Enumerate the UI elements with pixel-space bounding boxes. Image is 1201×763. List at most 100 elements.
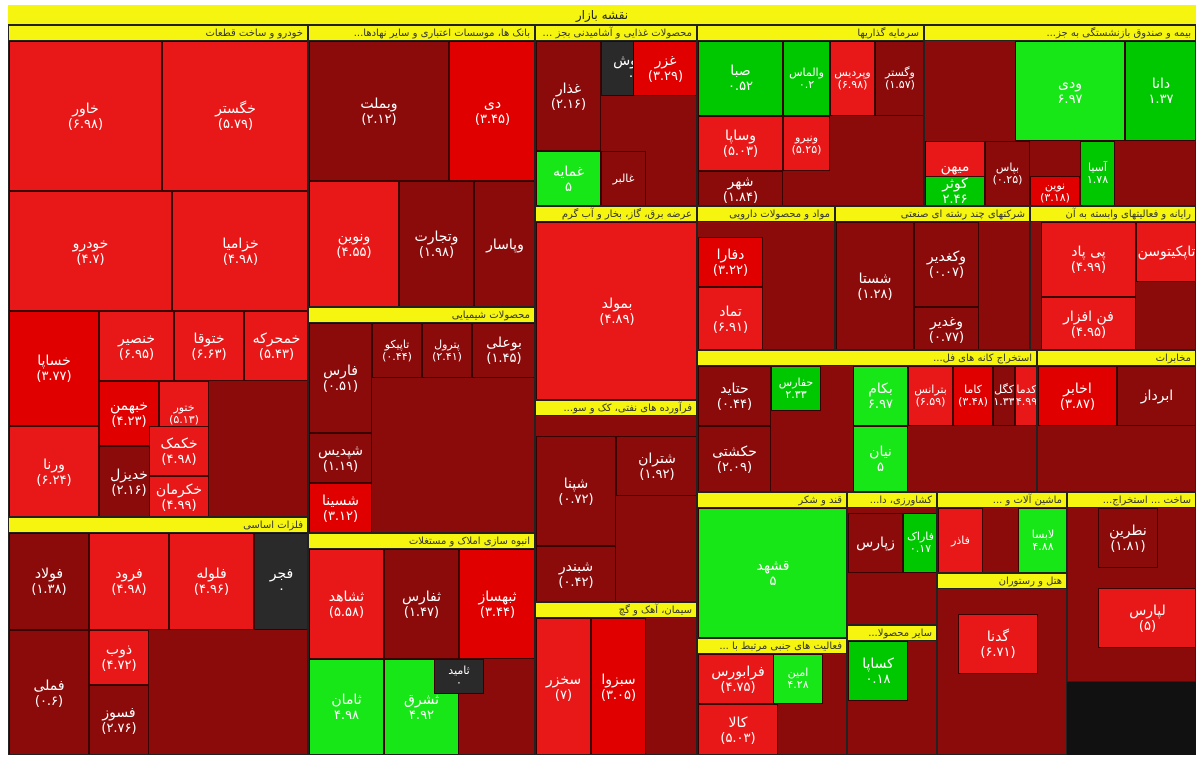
stock-change: (۳.۴۸) [958, 395, 988, 408]
stock-tile[interactable]: تاپیکو (۰.۴۴) [372, 323, 422, 378]
stock-tile[interactable]: وغدیر (۰.۷۷) [914, 307, 979, 349]
stock-tile[interactable]: پترول (۲.۴۱) [422, 323, 472, 378]
stock-tile[interactable]: شستا (۱.۲۸) [836, 222, 914, 349]
stock-tile[interactable]: کوثر ۲.۴۶ [925, 176, 985, 205]
stock-tile[interactable]: دی (۳.۴۵) [449, 41, 534, 181]
stock-tile[interactable]: خمحرکه (۵.۴۳) [244, 311, 307, 381]
stock-tile[interactable]: ثشرق ۴.۹۲ [384, 659, 459, 754]
stock-tile[interactable]: فن افزار (۴.۹۵) [1041, 297, 1136, 349]
stock-tile[interactable]: ورنا (۶.۲۴) [9, 426, 99, 516]
stock-tile[interactable]: فجر ۰ [254, 533, 307, 630]
stock-tile[interactable]: غذار (۲.۱۶) [536, 41, 601, 151]
stock-tile[interactable]: شهر (۱.۸۴) [698, 171, 783, 205]
stock-tile[interactable]: خساپا (۳.۷۷) [9, 311, 99, 426]
stock-tile[interactable]: غزر (۳.۲۹) [633, 41, 696, 96]
stock-tile[interactable]: دفارا (۳.۲۲) [698, 237, 763, 287]
stock-tile[interactable]: آسیا ۱.۷۸ [1080, 141, 1115, 205]
stock-tile[interactable]: غمایه ۵ [536, 151, 601, 205]
stock-tile[interactable]: بکام ۶.۹۷ [853, 366, 908, 426]
stock-symbol: ثامید [448, 663, 470, 677]
stock-tile[interactable]: ودی ۶.۹۷ [1015, 41, 1125, 141]
stock-tile[interactable]: قشهد ۵ [698, 508, 846, 637]
stock-tile[interactable]: اخابر (۳.۸۷) [1038, 366, 1117, 426]
stock-tile[interactable]: نوین (۳.۱۸) [1030, 176, 1080, 205]
stock-tile[interactable]: غالبر [601, 151, 646, 205]
stock-tile[interactable]: فرود (۴.۹۸) [89, 533, 169, 630]
stock-tile[interactable]: ونیرو (۵.۲۵) [783, 116, 830, 171]
stock-tile[interactable]: والماس ۰.۲ [783, 41, 830, 116]
stock-tile[interactable]: خکرمان (۴.۹۹) [149, 476, 209, 516]
stock-tile[interactable]: ونوین (۴.۵۵) [309, 181, 399, 306]
stock-tile[interactable]: وپاسار [474, 181, 534, 306]
stock-tile[interactable]: کساپا ۰.۱۸ [848, 641, 908, 701]
stock-tile[interactable]: نیان ۵ [853, 426, 908, 491]
stock-tile[interactable]: فلوله (۴.۹۶) [169, 533, 254, 630]
stock-tile[interactable]: خکمک (۴.۹۸) [149, 426, 209, 476]
stock-tile[interactable]: خگستر (۵.۷۹) [162, 41, 307, 191]
stock-tile[interactable]: فاذر [938, 508, 983, 572]
stock-symbol: ورنا [43, 456, 65, 473]
stock-tile[interactable]: کگل(۱.۳۳) [993, 366, 1015, 426]
stock-tile[interactable]: خاور (۶.۹۸) [9, 41, 162, 191]
stock-tile[interactable]: خزامیا (۴.۹۸) [172, 191, 307, 311]
stock-tile[interactable]: وساپا (۵.۰۳) [698, 116, 783, 171]
stock-tile[interactable]: کدما(۴.۹۹) [1015, 366, 1037, 426]
stock-tile[interactable]: تاپکیتوسن [1136, 222, 1195, 282]
stock-change: (۲.۷۶) [101, 721, 137, 736]
stock-tile[interactable]: صبا ۰.۵۲ [698, 41, 783, 116]
stock-tile[interactable]: بپاس (۰.۲۵) [985, 141, 1030, 205]
stock-tile[interactable]: وگستر (۱.۵۷) [875, 41, 923, 116]
stock-tile[interactable]: کالا (۵.۰۳) [698, 704, 778, 754]
stock-tile[interactable]: ذوب (۴.۷۲) [89, 630, 149, 685]
stock-tile[interactable]: بمولد (۴.۸۹) [536, 222, 696, 399]
stock-tile[interactable]: لپارس (۵) [1098, 588, 1195, 648]
stock-tile[interactable]: ثامان ۴.۹۸ [309, 659, 384, 754]
stock-symbol: غذار [555, 80, 582, 97]
stock-tile[interactable]: حکشتی (۲.۰۹) [698, 426, 771, 491]
stock-tile[interactable]: ثشاهد (۵.۵۸) [309, 549, 384, 659]
stock-tile[interactable]: فرابورس (۴.۷۵) [698, 654, 778, 704]
stock-tile[interactable]: فارس (۰.۵۱) [309, 323, 372, 433]
stock-tile[interactable]: ثامید ۰ [434, 659, 484, 694]
stock-tile[interactable]: بترانس (۶.۵۹) [908, 366, 953, 426]
stock-tile[interactable]: وتجارت (۱.۹۸) [399, 181, 474, 306]
stock-tile[interactable]: شپدیس (۱.۱۹) [309, 433, 372, 483]
stock-tile[interactable]: لابسا ۴.۸۸ [1018, 508, 1066, 572]
stock-tile[interactable]: بوعلی (۱.۴۵) [472, 323, 534, 378]
sector-label: شرکتهای چند رشته ای صنعتی [836, 207, 1029, 222]
stock-tile[interactable]: زپارس [848, 513, 903, 573]
stock-change: (۰.۴۴) [382, 349, 412, 363]
stock-tile[interactable]: امین ۴.۲۸ [773, 654, 823, 704]
stock-tile[interactable]: فملی (۰.۶) [9, 630, 89, 754]
stock-tile[interactable]: کاما (۳.۴۸) [953, 366, 993, 426]
stock-tile[interactable]: حتاید (۰.۴۴) [698, 366, 771, 426]
stock-change: (۴.۹۹) [1015, 395, 1037, 408]
stock-tile[interactable]: ابرداز [1117, 366, 1195, 426]
stock-tile[interactable]: تماد (۶.۹۱) [698, 287, 763, 349]
stock-tile[interactable]: خودرو (۴.۷) [9, 191, 172, 311]
stock-tile[interactable]: وکغدیر (۰.۰۷) [914, 222, 979, 307]
stock-tile[interactable]: ثفارس (۱.۴۷) [384, 549, 459, 659]
stock-tile[interactable]: شپنا (۰.۷۲) [536, 436, 616, 546]
stock-tile[interactable]: گدنا (۶.۷۱) [958, 614, 1038, 674]
stock-tile[interactable]: فولاد (۱.۳۸) [9, 533, 89, 630]
stock-tile[interactable]: حفارس ۲.۳۳ [771, 366, 821, 411]
stock-tile[interactable]: وپردیس (۶.۹۸) [830, 41, 875, 116]
stock-tile[interactable]: نطرین (۱.۸۱) [1098, 508, 1158, 568]
stock-tile[interactable]: وبملت (۲.۱۲) [309, 41, 449, 181]
stock-tile[interactable]: شسینا (۳.۱۲) [309, 483, 372, 532]
stock-symbol: شسینا [322, 493, 359, 509]
stock-tile[interactable]: دانا ۱.۳۷ [1125, 41, 1195, 141]
stock-tile[interactable]: سخزر (۷) [536, 618, 591, 754]
stock-tile[interactable]: پی پاد (۴.۹۹) [1041, 222, 1136, 297]
stock-tile[interactable]: ختوقا (۶.۶۳) [174, 311, 244, 381]
stock-tile[interactable]: شبندر (۰.۴۲) [536, 546, 616, 601]
stock-tile[interactable]: فاراک ۰.۱۷ [903, 513, 936, 573]
stock-tile[interactable]: سبزوا (۳.۰۵) [591, 618, 646, 754]
stock-tile[interactable]: شتران (۱.۹۲) [616, 436, 696, 496]
stock-tile[interactable]: فسوز (۲.۷۶) [89, 685, 149, 754]
stock-tile[interactable]: ثبهساز (۳.۴۴) [459, 549, 534, 659]
stock-tile[interactable]: خنصیر (۶.۹۵) [99, 311, 174, 381]
stock-tile[interactable]: خبهمن (۴.۲۳) [99, 381, 159, 446]
stock-change: (۳.۴۵) [474, 111, 511, 127]
